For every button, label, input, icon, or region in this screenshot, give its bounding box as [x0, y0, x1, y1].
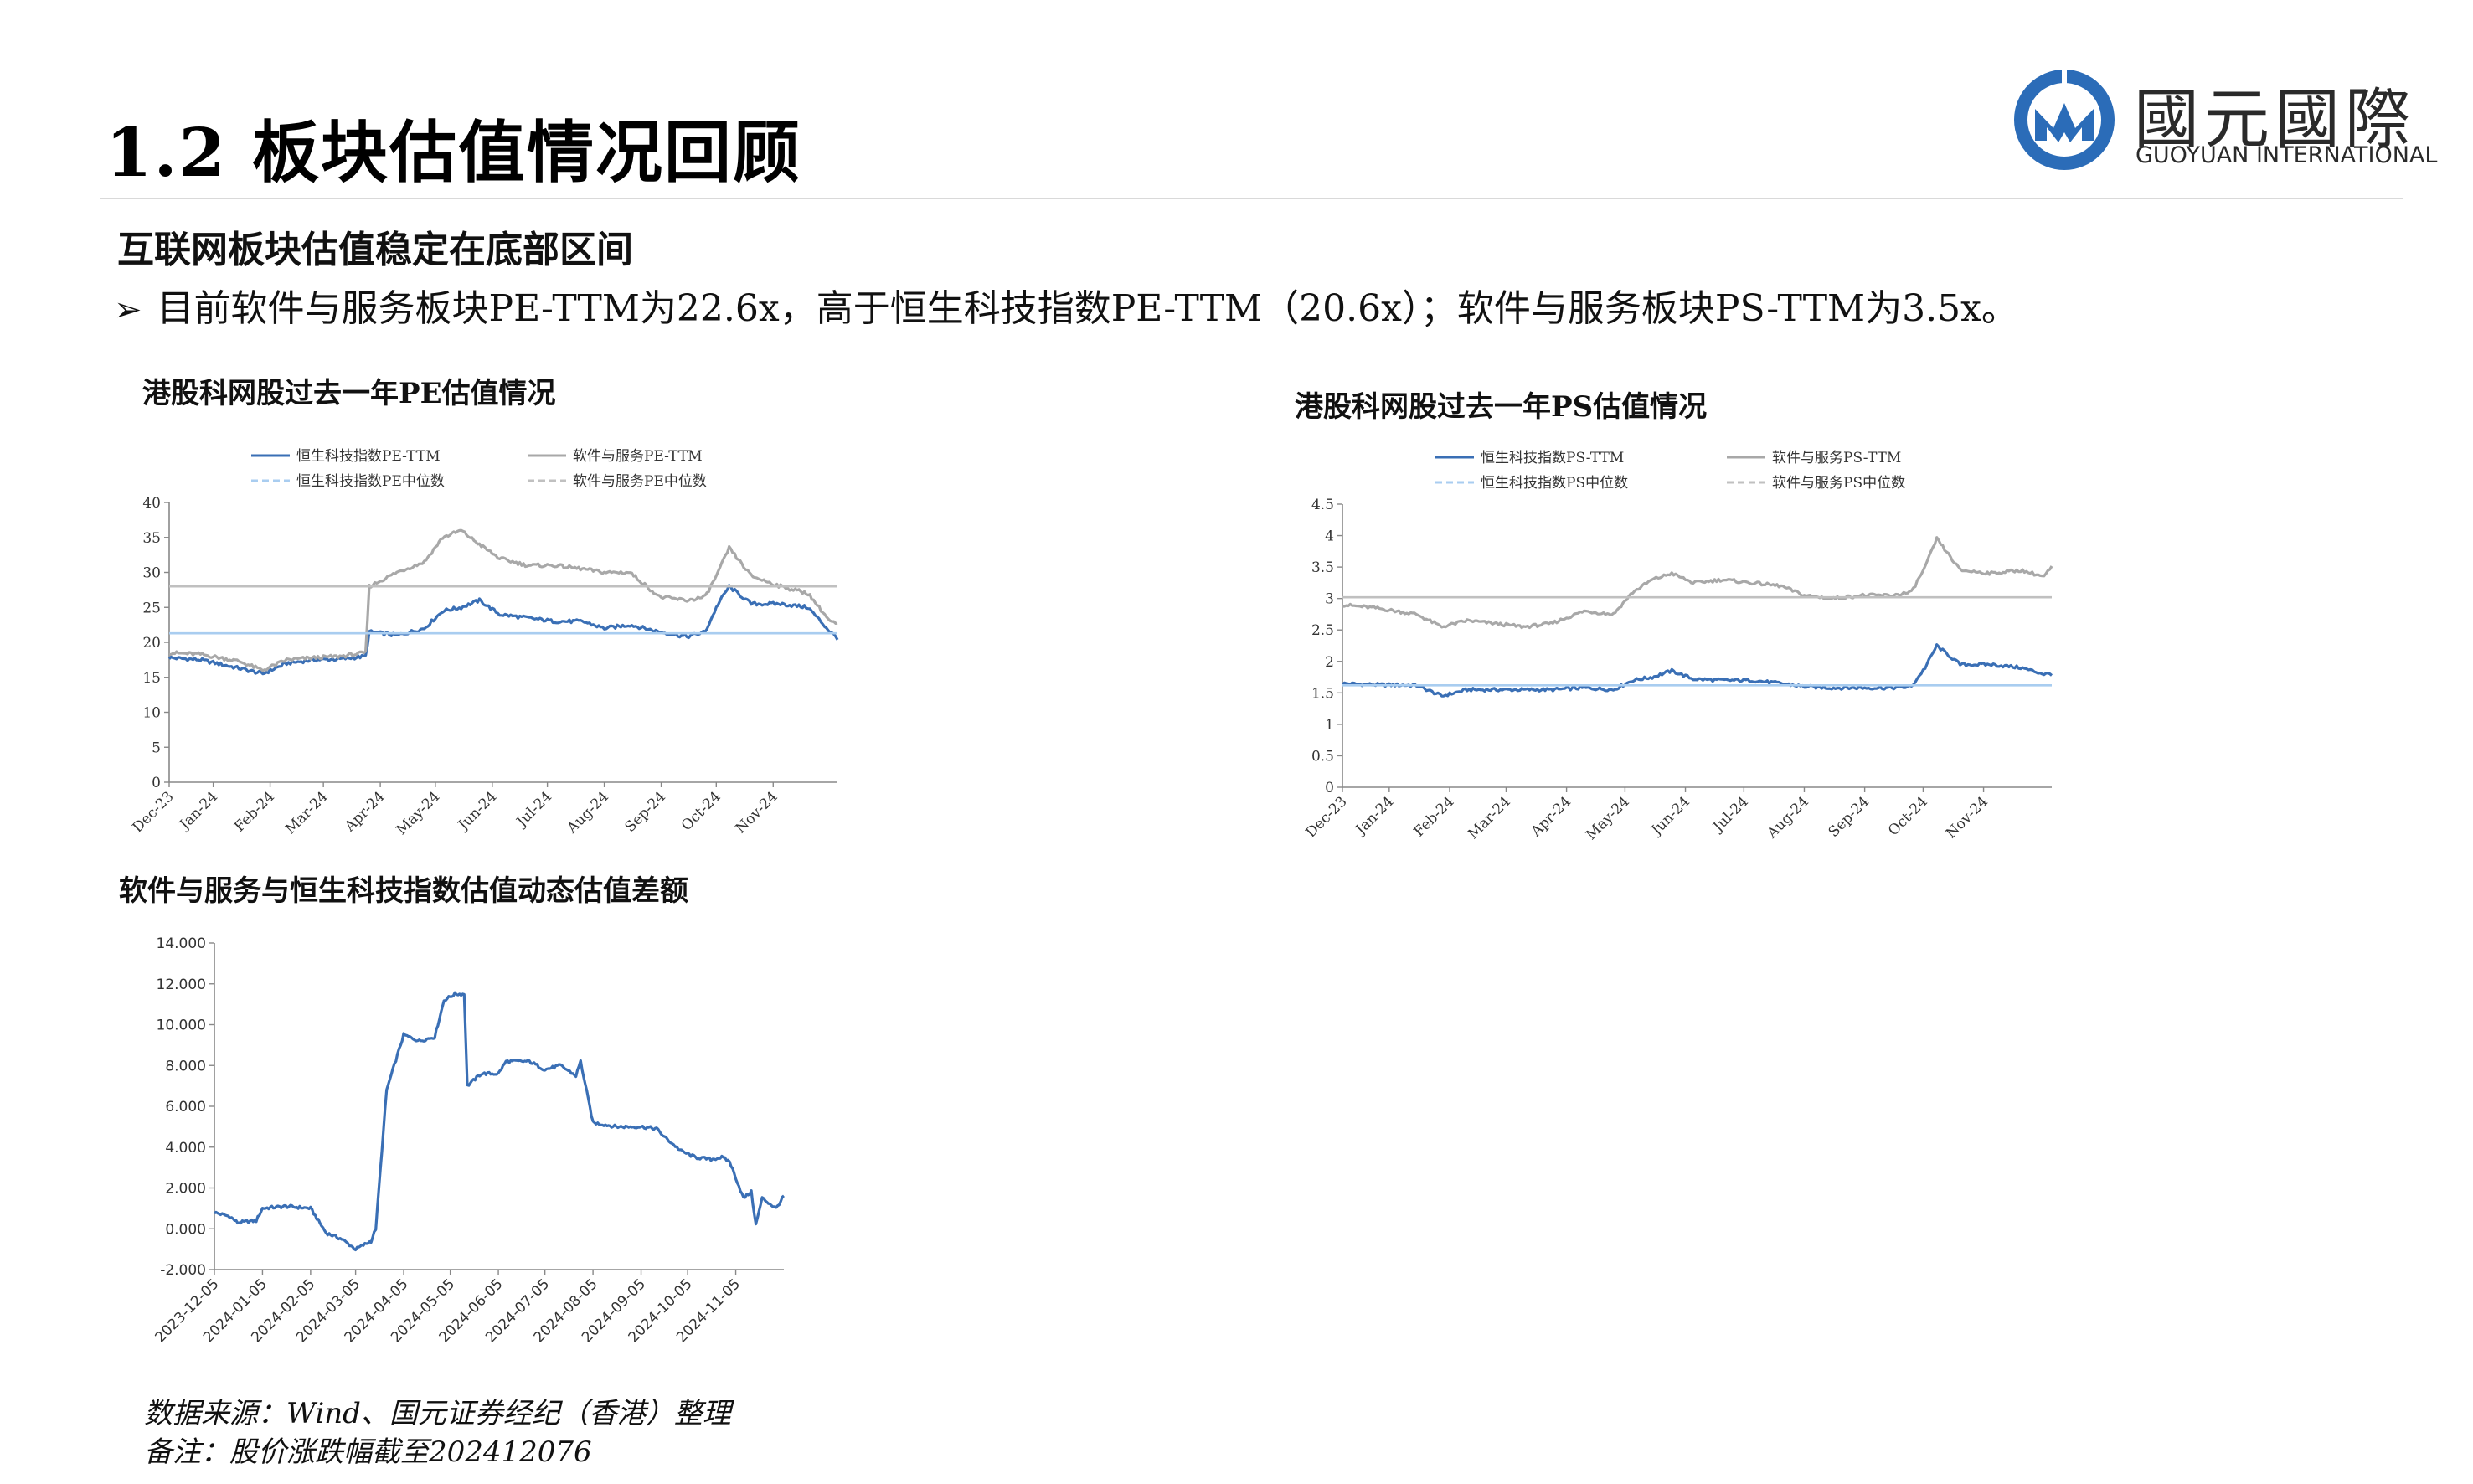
y-tick-label: 3: [1325, 591, 1334, 608]
y-tick-label: 12.000: [157, 976, 206, 993]
pe-chart-title: 港股科网股过去一年PE估值情况: [142, 377, 556, 410]
company-logo: 國元國際 GUOYUAN INTERNATIONAL: [2010, 65, 2437, 174]
series-line: [167, 584, 839, 676]
y-tick-label: 25: [142, 600, 161, 616]
legend-label: 恒生科技指数PS-TTM: [1481, 450, 1624, 466]
y-tick-label: 40: [142, 495, 161, 512]
diff-chart-title: 软件与服务与恒生科技指数估值动态估值差额: [119, 874, 688, 908]
ps-chart-title: 港股科网股过去一年PS估值情况: [1295, 390, 1708, 424]
y-tick-label: 0: [1325, 780, 1334, 796]
series-line: [1342, 536, 2053, 630]
y-tick-label: 2.5: [1311, 622, 1334, 639]
footnote-source: 数据来源：Wind、国元证券经纪（香港）整理: [144, 1397, 731, 1430]
series-line: [214, 991, 785, 1252]
y-tick-label: 4: [1325, 528, 1334, 545]
legend-label: 恒生科技指数PE-TTM: [296, 448, 441, 465]
y-tick-label: 8.000: [165, 1058, 206, 1074]
y-tick-label: 0.5: [1311, 748, 1334, 765]
legend-label: 软件与服务PE中位数: [573, 473, 707, 490]
series-line: [168, 528, 838, 672]
logo-chinese-name: 國元國際: [2134, 82, 2416, 157]
logo-english-name: GUOYUAN INTERNATIONAL: [2136, 142, 2438, 168]
y-tick-label: 2: [1325, 654, 1334, 671]
y-tick-label: 1.5: [1311, 685, 1334, 702]
series-line: [1341, 643, 2053, 698]
legend-label: 软件与服务PS中位数: [1772, 475, 1905, 492]
page-title: 1.2 板块估值情况回顾: [106, 113, 802, 192]
y-tick-label: -2.000: [160, 1262, 206, 1279]
arrow-bullet-icon: ➢: [114, 291, 142, 329]
bullet-text: 目前软件与服务板块PE-TTM为22.6x，高于恒生科技指数PE-TTM（20.…: [157, 287, 2018, 330]
y-tick-label: 0: [152, 775, 161, 791]
y-tick-label: 2.000: [165, 1181, 206, 1198]
y-tick-label: 6.000: [165, 1099, 206, 1116]
y-tick-label: 35: [142, 530, 161, 547]
section-heading: 互联网板块估值稳定在底部区间: [117, 229, 633, 271]
y-tick-label: 15: [142, 670, 161, 687]
legend-label: 软件与服务PS-TTM: [1772, 450, 1901, 466]
y-tick-label: 3.5: [1311, 559, 1334, 576]
y-tick-label: 14.000: [157, 935, 206, 952]
y-tick-label: 4.5: [1311, 497, 1334, 513]
header-divider: [100, 198, 2403, 199]
y-tick-label: 4.000: [165, 1140, 206, 1157]
legend-label: 软件与服务PE-TTM: [573, 448, 703, 465]
footnote-note: 备注：股价涨跌幅截至202412076: [144, 1435, 592, 1469]
legend-label: 恒生科技指数PE中位数: [296, 473, 445, 490]
y-tick-label: 0.000: [165, 1221, 206, 1238]
y-tick-label: 20: [142, 635, 161, 652]
bullet-point: ➢ 目前软件与服务板块PE-TTM为22.6x，高于恒生科技指数PE-TTM（20…: [114, 278, 2018, 332]
y-tick-label: 10.000: [157, 1018, 206, 1034]
y-tick-label: 10: [142, 705, 161, 722]
legend-label: 恒生科技指数PS中位数: [1481, 475, 1628, 492]
y-tick-label: 5: [152, 739, 161, 756]
y-tick-label: 1: [1325, 717, 1334, 734]
guoyuan-logo-icon: [2014, 65, 2115, 170]
y-tick-label: 30: [142, 565, 161, 582]
